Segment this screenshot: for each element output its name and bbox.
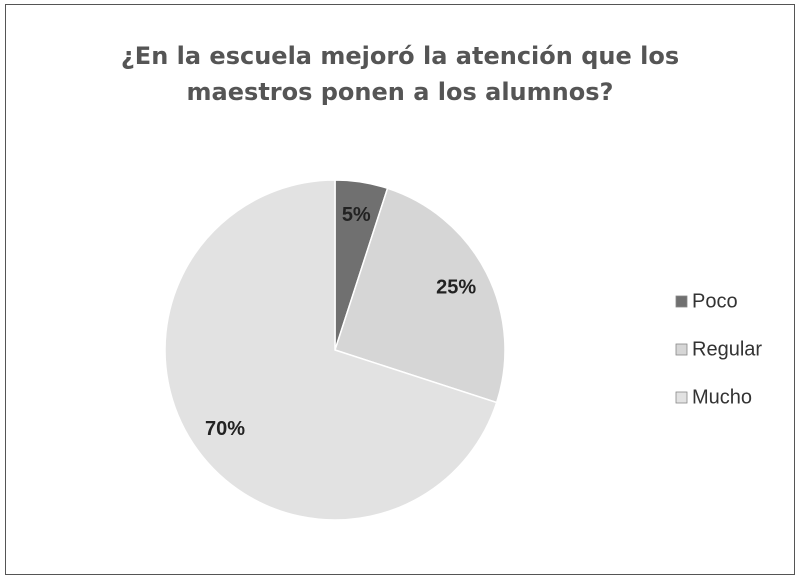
data-label: 25% bbox=[436, 277, 476, 299]
legend-label: Poco bbox=[692, 290, 738, 312]
legend-swatch bbox=[675, 343, 688, 356]
pie-slice bbox=[334, 187, 506, 404]
legend-swatch bbox=[675, 391, 688, 404]
data-label: 70% bbox=[205, 418, 245, 440]
legend-label: Regular bbox=[692, 338, 762, 360]
data-label: 5% bbox=[342, 204, 371, 226]
legend-swatch bbox=[675, 295, 688, 308]
legend-label: Mucho bbox=[692, 386, 752, 408]
pie-slice bbox=[164, 179, 498, 521]
chart-title: ¿En la escuela mejoró la atención que lo… bbox=[120, 42, 680, 106]
